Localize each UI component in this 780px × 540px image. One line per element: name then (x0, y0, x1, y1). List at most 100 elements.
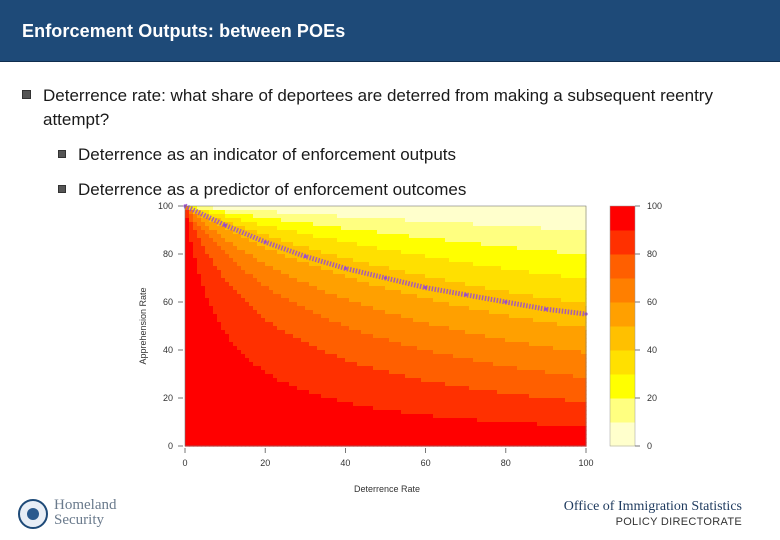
heatmap-cell (193, 374, 198, 379)
heatmap-cell (377, 430, 382, 435)
heatmap-cell (185, 302, 190, 307)
heatmap-cell (329, 290, 334, 295)
heatmap-cell (477, 442, 482, 447)
heatmap-cell (221, 234, 226, 239)
heatmap-cell (381, 310, 386, 315)
heatmap-cell (457, 250, 462, 255)
heatmap-cell (393, 378, 398, 383)
heatmap-cell (353, 334, 358, 339)
heatmap-cell (325, 242, 330, 247)
heatmap-cell (393, 314, 398, 319)
heatmap-cell (337, 218, 342, 223)
heatmap-cell (437, 206, 442, 211)
heatmap-cell (365, 298, 370, 303)
heatmap-cell (189, 318, 194, 323)
heatmap-cell (401, 362, 406, 367)
heatmap-cell (401, 290, 406, 295)
heatmap-cell (229, 278, 234, 283)
heatmap-cell (349, 354, 354, 359)
heatmap-cell (401, 434, 406, 439)
heatmap-cell (241, 238, 246, 243)
heatmap-cell (489, 326, 494, 331)
heatmap-cell (441, 266, 446, 271)
heatmap-cell (457, 326, 462, 331)
heatmap-cell (425, 218, 430, 223)
heatmap-cell (317, 354, 322, 359)
heatmap-cell (193, 358, 198, 363)
heatmap-cell (513, 262, 518, 267)
heatmap-cell (465, 246, 470, 251)
heatmap-cell (257, 414, 262, 419)
heatmap-cell (333, 278, 338, 283)
heatmap-cell (377, 346, 382, 351)
heatmap-cell (473, 246, 478, 251)
heatmap-cell (465, 234, 470, 239)
heatmap-cell (433, 238, 438, 243)
heatmap-cell (389, 430, 394, 435)
heatmap-cell (257, 318, 262, 323)
bullet-predictor: Deterrence as a predictor of enforcement… (58, 178, 466, 202)
heatmap-cell (221, 390, 226, 395)
heatmap-cell (433, 442, 438, 447)
heatmap-cell (497, 218, 502, 223)
heatmap-cell (197, 318, 202, 323)
heatmap-cell (257, 262, 262, 267)
heatmap-cell (385, 370, 390, 375)
heatmap-cell (217, 442, 222, 447)
heatmap-cell (217, 434, 222, 439)
heatmap-cell (453, 374, 458, 379)
heatmap-cell (305, 270, 310, 275)
heatmap-cell (221, 274, 226, 279)
heatmap-cell (357, 354, 362, 359)
heatmap-cell (277, 242, 282, 247)
heatmap-cell (205, 434, 210, 439)
heatmap-cell (345, 294, 350, 299)
heatmap-cell (369, 414, 374, 419)
heatmap-cell (289, 342, 294, 347)
heatmap-cell (485, 322, 490, 327)
heatmap-cell (493, 286, 498, 291)
heatmap-cell (401, 350, 406, 355)
heatmap-cell (325, 270, 330, 275)
heatmap-cell (197, 438, 202, 443)
heatmap-cell (305, 302, 310, 307)
heatmap-cell (233, 234, 238, 239)
heatmap-cell (285, 386, 290, 391)
heatmap-cell (417, 302, 422, 307)
heatmap-cell (405, 322, 410, 327)
heatmap-cell (453, 218, 458, 223)
heatmap-cell (405, 214, 410, 219)
heatmap-cell (405, 442, 410, 447)
heatmap-cell (289, 214, 294, 219)
heatmap-cell (345, 426, 350, 431)
heatmap-cell (361, 318, 366, 323)
heatmap-cell (245, 398, 250, 403)
heatmap-cell (233, 210, 238, 215)
heatmap-cell (513, 230, 518, 235)
heatmap-cell (313, 294, 318, 299)
heatmap-cell (217, 358, 222, 363)
heatmap-cell (393, 358, 398, 363)
heatmap-cell (221, 278, 226, 283)
heatmap-cell (457, 402, 462, 407)
heatmap-cell (273, 242, 278, 247)
heatmap-cell (257, 366, 262, 371)
heatmap-cell (357, 402, 362, 407)
heatmap-cell (353, 322, 358, 327)
heatmap-cell (197, 314, 202, 319)
heatmap-cell (421, 338, 426, 343)
heatmap-cell (273, 302, 278, 307)
heatmap-cell (485, 418, 490, 423)
heatmap-cell (305, 370, 310, 375)
heatmap-cell (377, 434, 382, 439)
heatmap-cell (481, 250, 486, 255)
heatmap-cell (257, 354, 262, 359)
heatmap-cell (505, 250, 510, 255)
heatmap-cell (473, 270, 478, 275)
heatmap-cell (317, 230, 322, 235)
heatmap-cell (265, 434, 270, 439)
heatmap-cell (321, 390, 326, 395)
heatmap-cell (225, 362, 230, 367)
heatmap-cell (417, 354, 422, 359)
heatmap-cell (257, 226, 262, 231)
